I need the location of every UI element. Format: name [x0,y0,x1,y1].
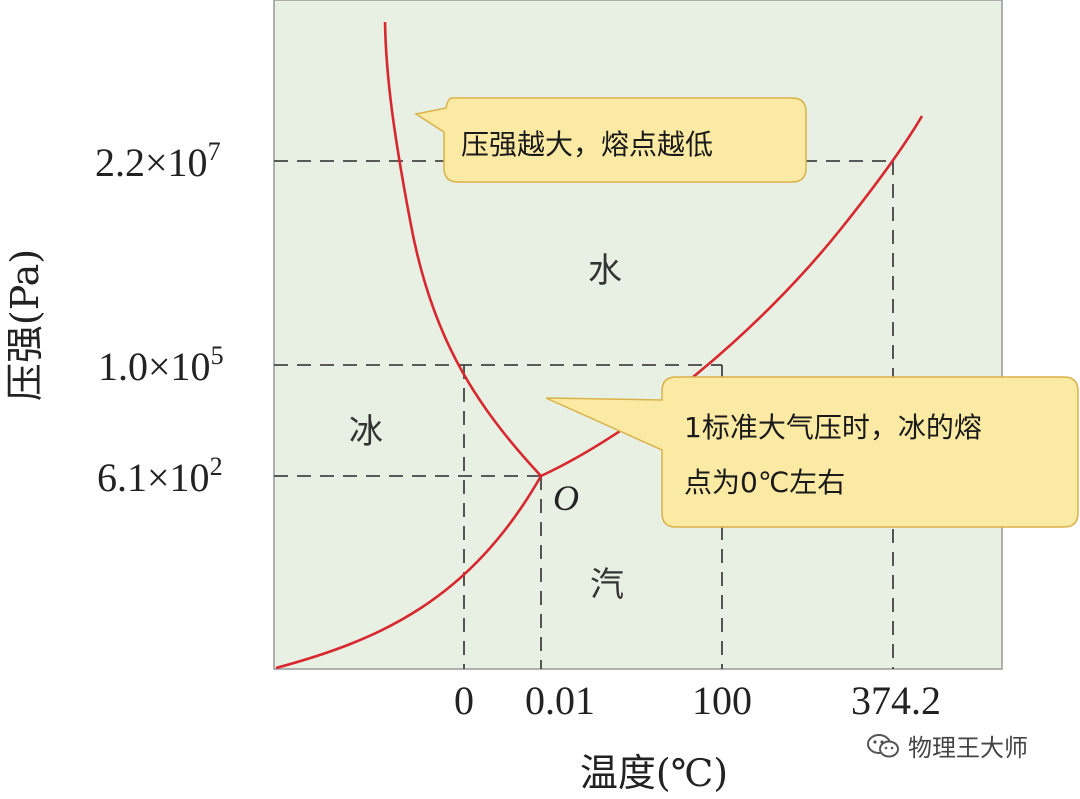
x-axis-title: 温度(℃) [580,751,728,795]
callout-top-bubble [414,97,807,183]
callout-right-bubble [545,376,1079,528]
callout-right: 1标准大气压时，冰的熔 点为0℃左右 [545,376,1079,528]
callout-top: 压强越大，熔点越低 [414,97,807,183]
watermark-text: 物理王大师 [908,734,1028,762]
y-tick-1e5: 1.0×105 [98,341,224,389]
y-tick-61e2: 6.1×102 [97,452,223,500]
y-tick-22e7: 2.2×107 [95,137,221,185]
region-label-vapor: 汽 [590,565,624,605]
x-tick-100: 100 [692,678,752,723]
melting-curve [383,21,542,477]
callout-right-text-line1: 1标准大气压时，冰的熔 [684,411,982,444]
x-tick-0: 0 [454,678,474,723]
sublimation-curve [275,475,543,670]
callout-right-text-line2: 点为0℃左右 [684,466,845,499]
callout-top-text: 压强越大，熔点越低 [461,128,713,161]
region-label-ice: 冰 [349,412,383,452]
watermark: 物理王大师 [866,728,1028,763]
x-tick-001: 0.01 [525,678,595,723]
vaporization-curve [540,115,924,478]
x-tick-3742: 374.2 [851,678,941,723]
triple-point-label: O [553,478,579,518]
wechat-icon [867,733,899,757]
region-label-water: 水 [588,251,622,291]
y-axis-title: 压强(Pa) [3,249,47,401]
